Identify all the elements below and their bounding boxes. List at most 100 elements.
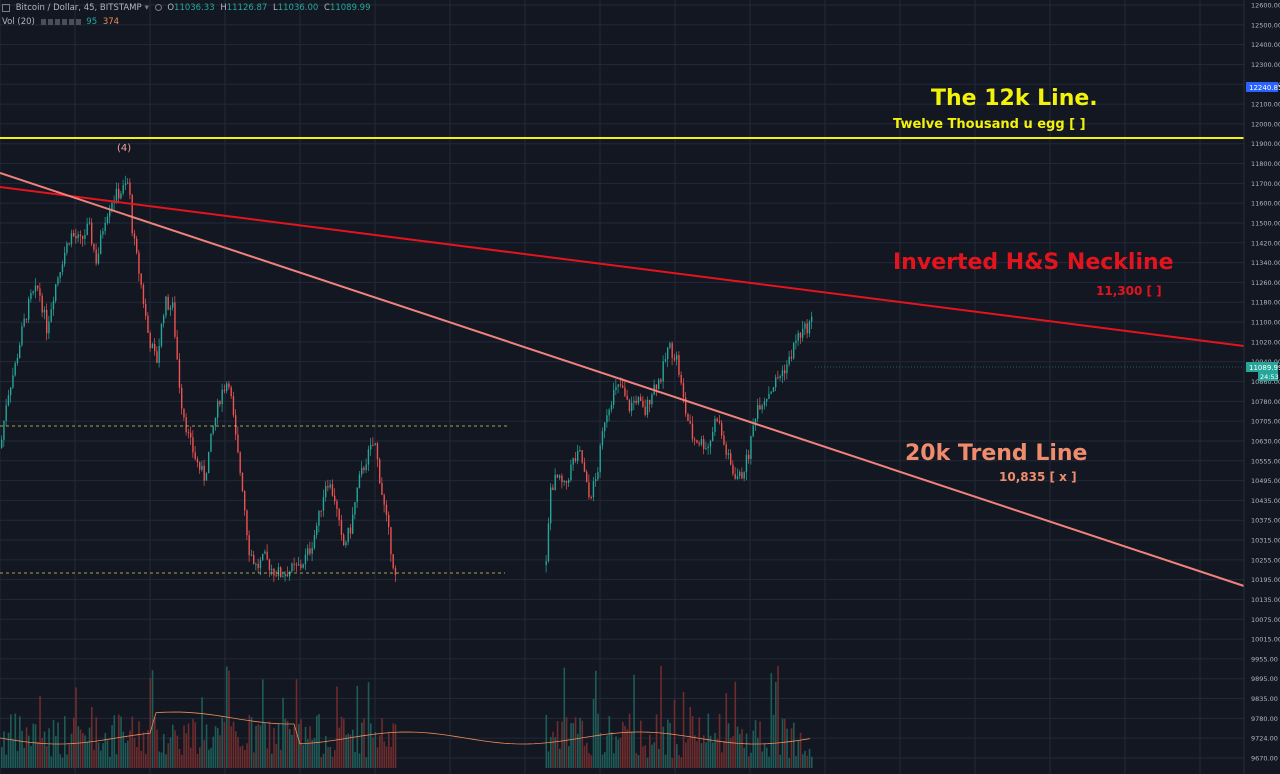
volume-bar (565, 717, 568, 768)
candle-body (259, 560, 262, 569)
wave-label[interactable]: (4) (117, 143, 132, 154)
symbol-title[interactable]: Bitcoin / Dollar, 45, BITSTAMP (15, 3, 142, 13)
candle-body (392, 554, 394, 569)
candle-body (273, 568, 275, 576)
volume-bar (23, 747, 26, 768)
volume-bar (264, 722, 266, 768)
volume-bar (649, 734, 651, 768)
candle-body (597, 472, 599, 480)
current-price-tag (1246, 362, 1278, 372)
candle-body (547, 523, 550, 562)
neckline-value[interactable]: 11,300 [ ] (1096, 284, 1162, 298)
candle-body (790, 356, 793, 359)
trend-value[interactable]: 10,835 [ x ] (999, 470, 1077, 484)
candle-body (667, 347, 669, 360)
volume-bar (772, 714, 775, 768)
volume-bar (142, 732, 145, 768)
volume-bar (178, 748, 181, 768)
candle-body (147, 315, 149, 333)
candle-body (334, 495, 336, 502)
volume-bar (293, 726, 296, 768)
symbol-header[interactable]: Bitcoin / Dollar, 45, BITSTAMP ▾ O11036.3… (2, 3, 374, 13)
volume-icon[interactable] (40, 18, 81, 25)
candle-body (759, 405, 761, 410)
volume-bar (595, 670, 597, 768)
volume-bar (642, 746, 644, 768)
volume-bar (48, 728, 50, 768)
volume-bar (183, 725, 185, 768)
candle-body (91, 222, 93, 244)
candle-body (811, 316, 813, 322)
volume-bar (651, 744, 653, 768)
price-axis-tick-label: 12400.00 (1251, 41, 1280, 49)
volume-bar (210, 747, 212, 768)
candle-body (599, 445, 601, 473)
volume-bar (304, 726, 307, 768)
volume-bar (689, 707, 692, 768)
volume-header[interactable]: Vol (20) 95 374 (2, 17, 122, 27)
volume-bar (586, 742, 588, 768)
price-axis[interactable]: 12600.0012500.0012400.0012300.0012200.00… (1251, 2, 1280, 763)
candle-body (19, 345, 21, 358)
candle-body (628, 399, 631, 411)
high-price-tag-text: 12240.85 (1249, 84, 1280, 92)
volume-bar (563, 667, 566, 768)
volume-bar (217, 728, 219, 768)
trend-title[interactable]: 20k Trend Line (905, 441, 1088, 466)
volume-bar (151, 670, 154, 768)
candle-body (637, 397, 640, 403)
candle-body (642, 400, 644, 407)
volume-bar (302, 744, 305, 768)
twelve-k-subtitle[interactable]: Twelve Thousand u egg [ ] (893, 117, 1086, 132)
volume-bar (613, 753, 615, 768)
twelve-k-title[interactable]: The 12k Line. (931, 86, 1098, 111)
volume-bar (732, 736, 734, 768)
candle-body (156, 351, 158, 363)
volume-bar (601, 754, 604, 768)
volume-bar (329, 746, 332, 768)
chevron-down-icon[interactable]: ▾ (144, 3, 149, 13)
candle-body (601, 431, 604, 446)
volume-label[interactable]: Vol (20) (2, 17, 35, 27)
volume-bar (86, 741, 89, 768)
volume-bar (660, 665, 662, 768)
neckline-title[interactable]: Inverted H&S Neckline (893, 250, 1174, 275)
volume-bar (356, 685, 359, 768)
volume-bar (109, 756, 111, 768)
volume-bar (93, 749, 95, 768)
trend-line[interactable] (0, 172, 1245, 587)
candle-body (644, 406, 646, 415)
candle-body (619, 384, 622, 386)
collapse-icon[interactable] (2, 3, 10, 12)
candle-body (86, 223, 88, 236)
volume-bar (680, 757, 683, 768)
candle-body (219, 401, 221, 405)
volume-bar (61, 757, 64, 768)
candle-body (50, 309, 52, 322)
candle-body (385, 504, 388, 515)
volume-bar (363, 718, 365, 768)
candle-body (178, 359, 181, 388)
volume-bar (581, 720, 584, 768)
candle-body (39, 288, 41, 296)
candle-body (165, 296, 167, 316)
price-axis-tick-label: 10135.00 (1251, 596, 1280, 604)
volume-bar (370, 723, 372, 768)
candle-body (331, 484, 334, 496)
candle-body (228, 383, 230, 388)
settings-icon[interactable] (154, 4, 162, 11)
volume-bar (43, 731, 46, 768)
neckline-line[interactable] (0, 186, 1245, 347)
volume-bar (658, 748, 660, 768)
candle-body (588, 482, 590, 498)
candle-body (151, 344, 154, 349)
volume-bar (392, 723, 395, 768)
volume-bar (334, 750, 336, 768)
volume-bar (28, 735, 30, 768)
volume-bar (354, 751, 356, 768)
volume-bar (712, 742, 714, 768)
candle-body (579, 450, 581, 452)
volume-bar (748, 756, 750, 768)
candle-body (329, 484, 331, 488)
